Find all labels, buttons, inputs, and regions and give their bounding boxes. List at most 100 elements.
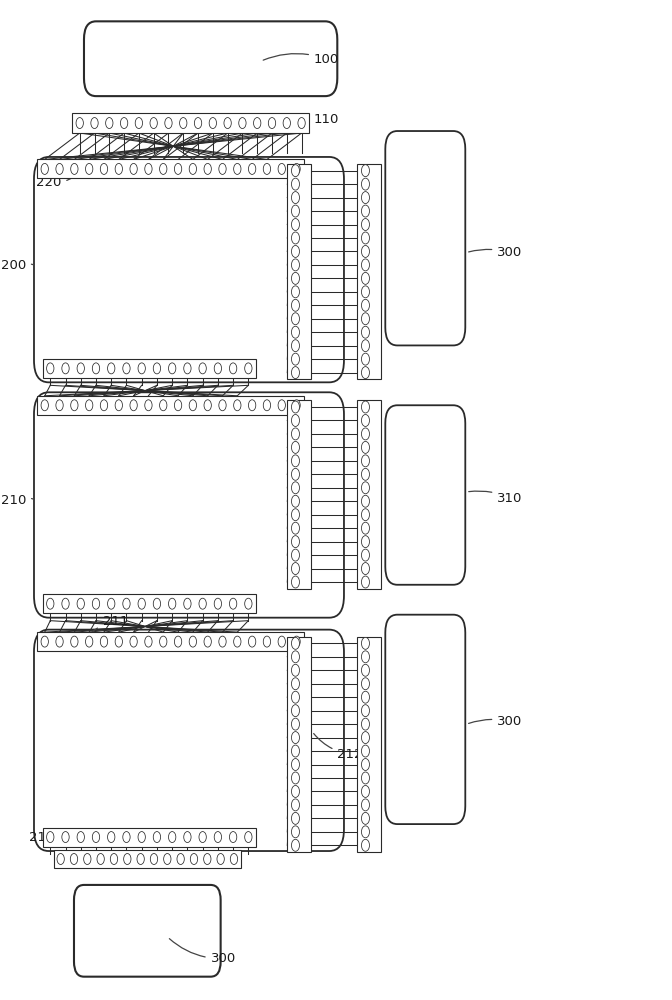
Text: 211: 211 <box>85 615 128 639</box>
Circle shape <box>77 832 85 843</box>
Circle shape <box>57 854 65 864</box>
Circle shape <box>183 832 191 843</box>
Circle shape <box>263 163 271 174</box>
Circle shape <box>175 163 181 174</box>
Circle shape <box>362 732 370 744</box>
FancyBboxPatch shape <box>34 630 344 851</box>
Circle shape <box>229 832 237 843</box>
Circle shape <box>362 313 370 325</box>
Circle shape <box>234 163 241 174</box>
Circle shape <box>183 363 191 374</box>
Circle shape <box>108 598 115 609</box>
Circle shape <box>293 163 300 174</box>
Circle shape <box>263 400 271 411</box>
Circle shape <box>159 636 167 647</box>
Circle shape <box>292 522 300 534</box>
Circle shape <box>292 313 300 325</box>
Circle shape <box>224 118 231 129</box>
Circle shape <box>292 482 300 494</box>
Circle shape <box>138 598 145 609</box>
Circle shape <box>362 299 370 311</box>
Circle shape <box>41 636 48 647</box>
Circle shape <box>108 832 115 843</box>
Circle shape <box>71 163 78 174</box>
Circle shape <box>130 636 137 647</box>
Circle shape <box>190 163 196 174</box>
Circle shape <box>362 401 370 413</box>
Circle shape <box>85 400 93 411</box>
Circle shape <box>153 598 161 609</box>
Circle shape <box>138 832 145 843</box>
Circle shape <box>362 772 370 784</box>
Circle shape <box>239 118 246 129</box>
Circle shape <box>123 832 130 843</box>
Bar <box>42 828 256 847</box>
Circle shape <box>292 678 300 690</box>
Text: 200: 200 <box>1 259 34 272</box>
Circle shape <box>362 678 370 690</box>
Circle shape <box>46 363 54 374</box>
Circle shape <box>293 400 300 411</box>
Circle shape <box>362 428 370 440</box>
Circle shape <box>292 759 300 770</box>
Circle shape <box>292 219 300 231</box>
Circle shape <box>62 598 69 609</box>
Circle shape <box>292 286 300 298</box>
Circle shape <box>292 785 300 797</box>
Circle shape <box>362 495 370 507</box>
Circle shape <box>137 854 144 864</box>
Circle shape <box>159 400 167 411</box>
Circle shape <box>85 636 93 647</box>
Circle shape <box>292 691 300 703</box>
Circle shape <box>292 401 300 413</box>
Bar <box>288 164 310 379</box>
Circle shape <box>56 163 63 174</box>
Circle shape <box>124 854 131 864</box>
Circle shape <box>362 812 370 824</box>
Bar <box>288 637 310 852</box>
Circle shape <box>62 832 69 843</box>
Circle shape <box>190 636 196 647</box>
Circle shape <box>204 163 212 174</box>
Circle shape <box>62 363 69 374</box>
Circle shape <box>283 118 290 129</box>
Circle shape <box>138 363 145 374</box>
Circle shape <box>362 367 370 379</box>
Circle shape <box>362 326 370 338</box>
Circle shape <box>229 363 237 374</box>
Circle shape <box>362 232 370 244</box>
Circle shape <box>292 637 300 649</box>
Circle shape <box>92 832 99 843</box>
Circle shape <box>292 576 300 588</box>
Bar <box>42 594 256 613</box>
Circle shape <box>204 636 212 647</box>
Circle shape <box>292 745 300 757</box>
Circle shape <box>292 468 300 480</box>
Circle shape <box>130 400 137 411</box>
Circle shape <box>177 854 184 864</box>
Circle shape <box>164 854 171 864</box>
Circle shape <box>253 118 261 129</box>
Circle shape <box>362 455 370 467</box>
FancyBboxPatch shape <box>385 615 465 824</box>
Circle shape <box>123 598 130 609</box>
Circle shape <box>263 636 271 647</box>
Circle shape <box>362 468 370 480</box>
Circle shape <box>249 636 256 647</box>
Circle shape <box>190 400 196 411</box>
Circle shape <box>292 367 300 379</box>
Text: 220: 220 <box>36 171 81 189</box>
Circle shape <box>144 163 152 174</box>
Circle shape <box>245 832 252 843</box>
Circle shape <box>292 259 300 271</box>
Circle shape <box>362 286 370 298</box>
Circle shape <box>362 799 370 811</box>
Circle shape <box>199 363 206 374</box>
Circle shape <box>219 163 226 174</box>
Circle shape <box>362 549 370 561</box>
Circle shape <box>144 636 152 647</box>
Circle shape <box>292 718 300 730</box>
Circle shape <box>169 598 176 609</box>
Circle shape <box>362 637 370 649</box>
Circle shape <box>153 363 161 374</box>
